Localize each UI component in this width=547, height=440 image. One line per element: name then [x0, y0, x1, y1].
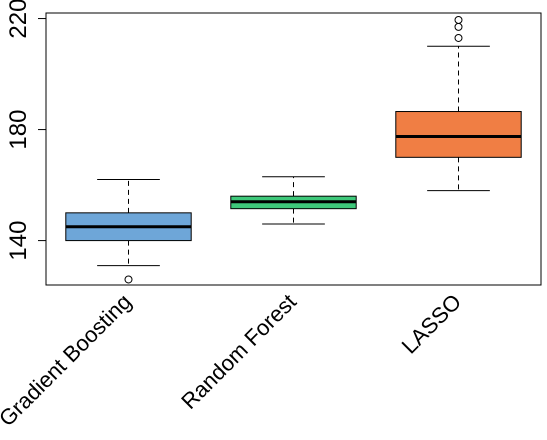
outlier-point: [454, 15, 463, 24]
box-group: [230, 176, 357, 225]
y-axis: 140 180 220: [5, 0, 47, 261]
x-category-label: LASSO: [397, 289, 467, 359]
x-category-label: Random Forest: [176, 289, 301, 414]
boxes: [65, 15, 522, 284]
x-axis-labels: Gradient Boosting Random Forest LASSO: [0, 289, 466, 431]
y-tick-label: 220: [5, 0, 32, 39]
box-group: [395, 15, 522, 192]
box-iqr: [395, 111, 522, 158]
box-group: [65, 179, 192, 284]
y-tick-label: 180: [5, 110, 32, 150]
outlier-point: [454, 22, 463, 31]
outlier-point: [124, 275, 133, 284]
outlier-point: [454, 33, 463, 42]
y-tick-label: 140: [5, 221, 32, 261]
x-category-label: Gradient Boosting: [0, 289, 136, 431]
